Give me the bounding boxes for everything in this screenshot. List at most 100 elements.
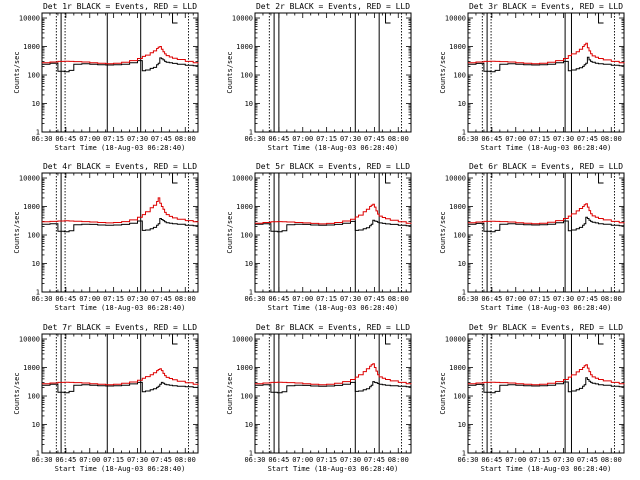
panel-det-2r: Det 2r BLACK = Events, RED = LLD 1 10 100 10… [226,2,412,152]
x-tick-label: 08:00 [388,456,409,464]
y-tick-label: 10 [32,100,40,108]
plot-frame [467,333,625,454]
x-tick-label: 08:00 [388,295,409,303]
x-tick-label: 07:00 [505,295,526,303]
x-tick-label: 06:45 [268,456,289,464]
x-tick-label: 07:30 [127,456,148,464]
y-tick-label: 1000 [236,364,253,372]
x-tick-label: 06:30 [244,295,265,303]
x-tick-label: 07:00 [292,135,313,143]
events-series-line [468,216,625,233]
x-tick-label: 07:30 [127,295,148,303]
panel-title: Det 8r BLACK = Events, RED = LLD [256,323,410,332]
x-tick-label: 07:15 [529,295,550,303]
x-tick-label: 08:00 [175,135,196,143]
y-tick-label: 1 [36,129,40,137]
x-tick-label: 06:45 [268,135,289,143]
x-tick-label: 07:00 [505,456,526,464]
x-tick-label: 07:45 [577,456,598,464]
x-tick-label: 06:45 [481,295,502,303]
panel-title: Det 6r BLACK = Events, RED = LLD [469,162,623,171]
x-tick-label: 08:00 [388,135,409,143]
x-tick-label: 07:00 [79,135,100,143]
y-tick-label: 1 [462,450,466,458]
x-tick-label: 06:45 [268,295,289,303]
panel-title: Det 3r BLACK = Events, RED = LLD [469,2,623,11]
x-tick-label: 07:45 [364,456,385,464]
events-series-line [255,381,412,394]
x-tick-label: 06:30 [457,295,478,303]
x-tick-label: 07:15 [529,135,550,143]
y-tick-label: 100 [27,72,40,80]
y-tick-label: 10 [245,260,253,268]
x-tick-label: 07:00 [292,456,313,464]
x-tick-label: 07:00 [505,135,526,143]
x-tick-label: 07:30 [340,456,361,464]
interval-bracket [172,13,178,24]
y-tick-label: 1000 [449,203,466,211]
lld-series-line [42,46,199,65]
y-tick-label: 1 [249,289,253,297]
panel-title: Det 2r BLACK = Events, RED = LLD [256,2,410,11]
x-tick-label: 06:30 [244,456,265,464]
plot-frame [254,172,412,293]
panel-title: Det 4r BLACK = Events, RED = LLD [43,162,197,171]
y-tick-label: 1 [36,450,40,458]
x-tick-label: 07:15 [103,295,124,303]
plot-frame [41,172,199,293]
interval-bracket [172,173,178,184]
lld-series-line [468,42,625,65]
y-tick-label: 10 [458,100,466,108]
interval-bracket [385,334,391,345]
y-tick-label: 10 [458,260,466,268]
y-tick-label: 100 [453,232,466,240]
y-tick-label: 10 [245,100,253,108]
x-tick-label: 07:15 [529,456,550,464]
lld-series-line [468,203,625,225]
y-tick-label: 1 [462,129,466,137]
panel-det-3r: Det 3r BLACK = Events, RED = LLD 1 10 100 10… [439,2,625,152]
y-tick-label: 10 [32,260,40,268]
y-tick-label: 100 [240,393,253,401]
x-tick-label: 07:15 [316,456,337,464]
y-tick-label: 100 [240,72,253,80]
panel-det-6r: Det 6r BLACK = Events, RED = LLD 1 10 100 10… [439,162,625,312]
x-tick-label: 07:45 [151,295,172,303]
x-tick-label: 07:00 [79,456,100,464]
interval-bracket [385,13,391,24]
events-series-line [468,377,625,394]
y-axis-label: Counts/sec [226,372,234,414]
x-tick-label: 06:30 [31,135,52,143]
x-tick-label: 07:15 [316,135,337,143]
y-tick-label: 10000 [445,336,466,344]
x-tick-label: 07:30 [340,295,361,303]
y-tick-label: 100 [240,232,253,240]
y-tick-label: 100 [453,393,466,401]
x-tick-label: 07:45 [364,295,385,303]
y-tick-label: 10 [458,421,466,429]
interval-bracket [172,334,178,345]
y-axis-label: Counts/sec [226,211,234,253]
x-tick-label: 06:30 [457,456,478,464]
x-tick-label: 06:30 [244,135,265,143]
events-series-line [42,218,199,233]
x-axis-label: Start Time (18-Aug-03 06:28:40) [55,465,186,473]
y-tick-label: 10000 [19,175,40,183]
y-tick-label: 10000 [19,336,40,344]
y-tick-label: 10000 [232,175,253,183]
y-tick-label: 100 [453,72,466,80]
x-tick-label: 07:30 [553,295,574,303]
y-tick-label: 1000 [23,43,40,51]
y-tick-label: 1000 [23,364,40,372]
plot-frame [41,12,199,133]
panel-det-8r: Det 8r BLACK = Events, RED = LLD 1 10 100 10… [226,323,412,473]
x-axis-label: Start Time (18-Aug-03 06:28:40) [268,304,399,312]
events-series-line [42,381,199,394]
x-tick-label: 07:00 [292,295,313,303]
x-tick-label: 06:30 [31,456,52,464]
y-tick-label: 1000 [449,43,466,51]
x-tick-label: 08:00 [601,295,622,303]
x-tick-label: 08:00 [601,456,622,464]
plot-frame [41,333,199,454]
